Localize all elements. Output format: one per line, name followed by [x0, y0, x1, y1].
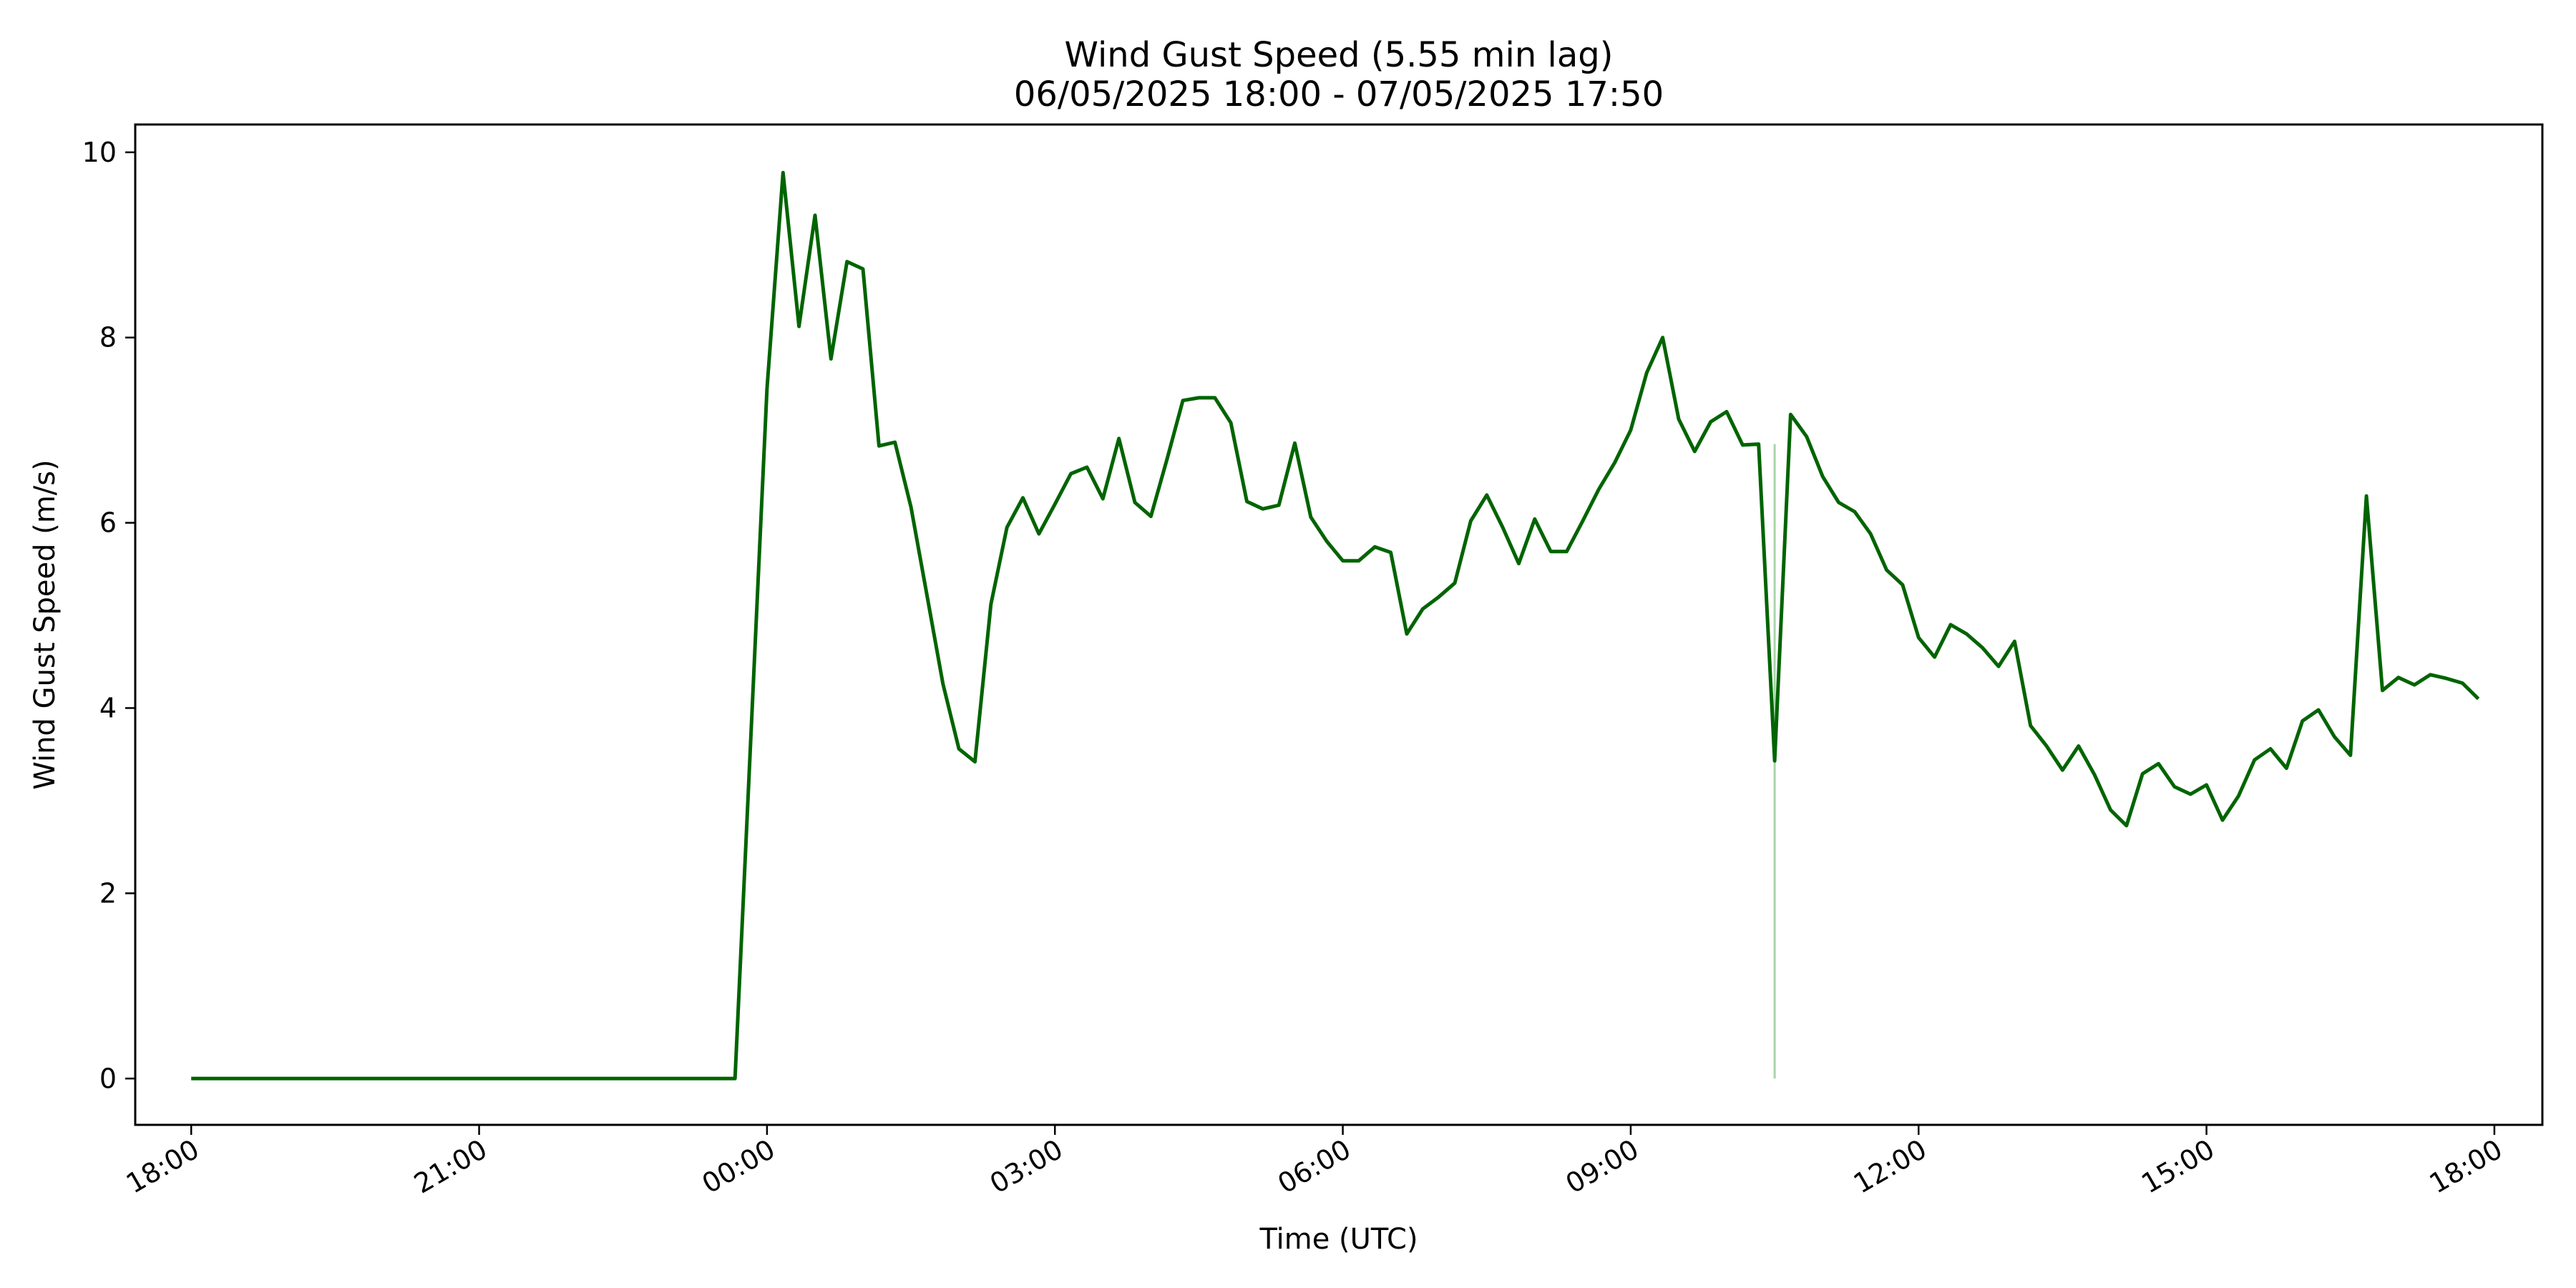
y-tick-label: 10 — [82, 137, 117, 168]
y-tick-label: 4 — [99, 693, 117, 724]
plot-frame — [134, 123, 2544, 1126]
series-line — [191, 170, 2480, 1080]
chart-title: Wind Gust Speed (5.55 min lag) — [1065, 35, 1614, 75]
y-tick-label: 0 — [99, 1063, 117, 1094]
plot-area — [191, 170, 2480, 1080]
y-axis-label: Wind Gust Speed (m/s) — [29, 459, 62, 789]
x-axis-label: Time (UTC) — [1259, 1223, 1418, 1256]
chart-subtitle: 06/05/2025 18:00 - 07/05/2025 17:50 — [1014, 74, 1664, 114]
y-tick-label: 8 — [99, 322, 117, 353]
y-axis: 0 2 4 6 8 10 — [82, 137, 135, 1094]
y-tick-label: 6 — [99, 507, 117, 539]
y-tick-label: 2 — [99, 877, 117, 909]
